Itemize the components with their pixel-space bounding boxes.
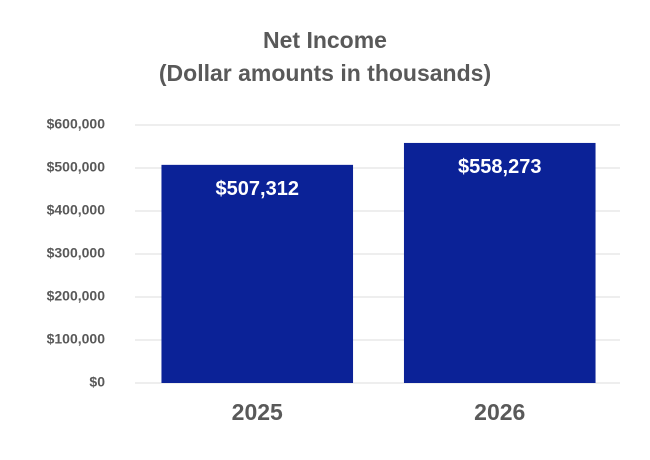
y-tick-label: $500,000 xyxy=(47,159,106,175)
y-tick-label: $600,000 xyxy=(47,116,106,132)
value-label: $558,273 xyxy=(458,156,541,178)
x-tick-label: 2026 xyxy=(474,399,525,425)
y-tick-label: $100,000 xyxy=(47,331,106,347)
bar xyxy=(161,164,354,383)
x-tick-label: 2025 xyxy=(232,399,283,425)
y-tick-label: $400,000 xyxy=(47,202,106,218)
y-tick-label: $200,000 xyxy=(47,288,106,304)
y-tick-label: $0 xyxy=(89,374,105,390)
bar xyxy=(403,142,596,383)
chart-title: Net Income xyxy=(263,27,387,53)
chart-subtitle: (Dollar amounts in thousands) xyxy=(159,60,491,86)
value-label: $507,312 xyxy=(216,178,299,200)
y-tick-label: $300,000 xyxy=(47,245,106,261)
